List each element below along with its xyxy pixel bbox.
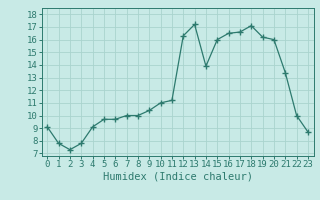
X-axis label: Humidex (Indice chaleur): Humidex (Indice chaleur)	[103, 172, 252, 182]
